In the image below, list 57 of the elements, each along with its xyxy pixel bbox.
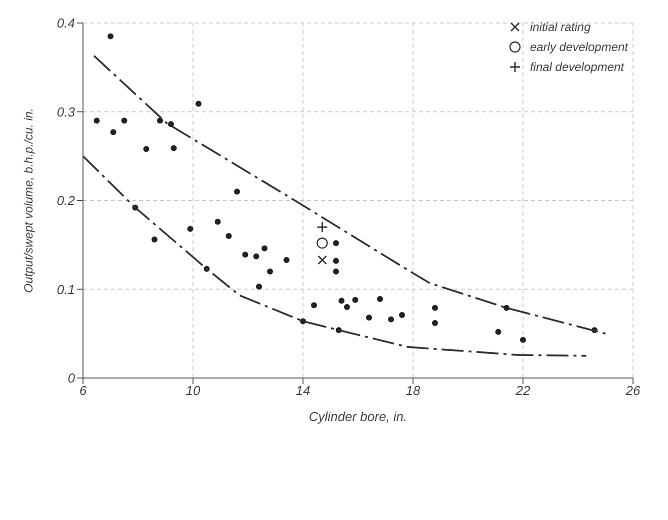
point	[495, 328, 502, 335]
point	[520, 336, 526, 343]
point	[267, 268, 273, 274]
point	[352, 296, 358, 303]
x-tick-label: 26	[624, 383, 641, 398]
point	[226, 233, 232, 239]
point	[196, 100, 202, 107]
x-tick-label: 18	[406, 383, 421, 398]
point	[333, 240, 339, 246]
x-tick-label: 14	[296, 383, 310, 398]
x-tick-label: 6	[79, 383, 88, 398]
point	[121, 118, 128, 124]
x-tick-label: 10	[186, 383, 201, 398]
point	[214, 218, 221, 225]
point	[311, 302, 317, 308]
point	[168, 121, 174, 128]
point	[187, 226, 194, 232]
point	[256, 284, 262, 290]
y-tick-label: 0.4	[56, 16, 75, 31]
point	[152, 236, 158, 243]
point	[253, 253, 260, 260]
legend-label: initial rating	[530, 20, 591, 34]
point	[388, 316, 394, 322]
point	[143, 146, 150, 152]
point	[399, 312, 405, 318]
point	[300, 318, 306, 324]
point	[316, 221, 328, 233]
y-tick-label: 0.1	[56, 282, 75, 297]
point	[333, 268, 339, 274]
legend-label: early development	[530, 40, 628, 54]
point	[94, 118, 100, 124]
point	[262, 245, 268, 252]
point	[110, 129, 116, 136]
point	[432, 304, 438, 311]
point	[366, 314, 372, 321]
y-axis-title: Output/swept volume, b.h.p./cu. in.	[21, 108, 36, 293]
point	[234, 188, 240, 195]
y-tick-label: 0	[68, 370, 76, 386]
point	[338, 298, 344, 304]
point	[344, 304, 350, 310]
y-tick-label: 0.3	[56, 104, 76, 120]
point	[242, 252, 248, 258]
point	[284, 256, 290, 263]
legend-label: final development	[530, 60, 624, 74]
point	[108, 33, 114, 40]
y-tick-label: 0.2	[56, 193, 76, 208]
x-tick-label: 22	[514, 383, 531, 398]
point	[377, 296, 383, 302]
point	[333, 258, 339, 264]
point	[170, 145, 177, 152]
point	[157, 118, 163, 124]
point	[318, 255, 327, 265]
point	[504, 304, 510, 311]
point	[316, 238, 328, 249]
line-series	[83, 155, 588, 357]
x-axis-title: Cylinder bore, in.	[308, 409, 408, 424]
point	[432, 320, 438, 326]
